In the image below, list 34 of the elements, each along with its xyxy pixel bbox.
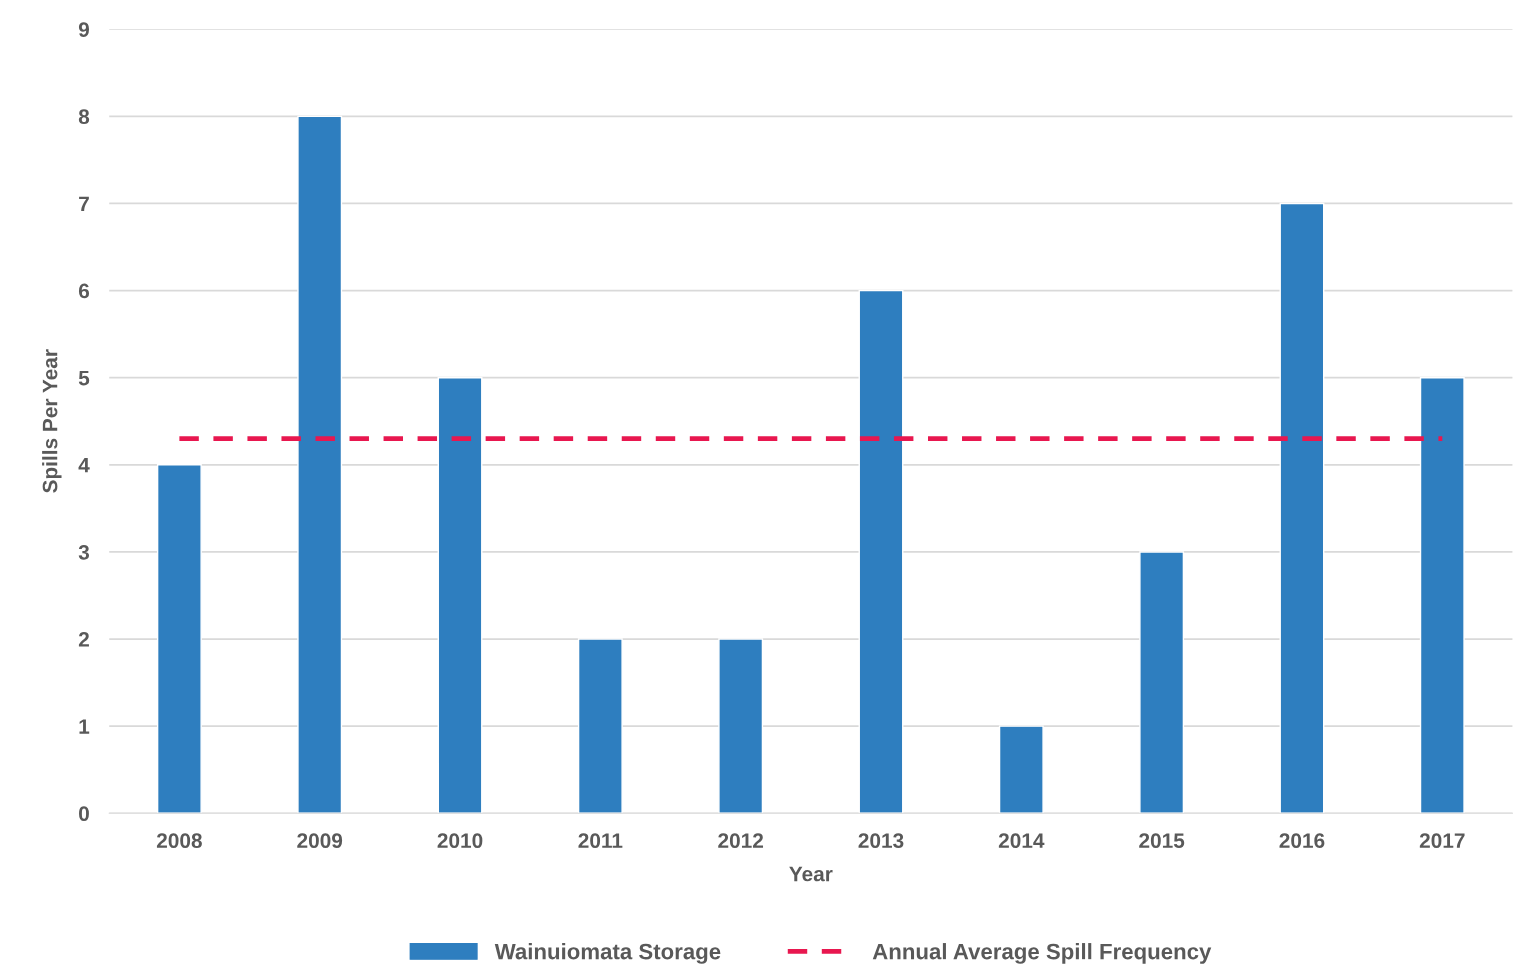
bar bbox=[858, 289, 904, 814]
bar bbox=[1139, 551, 1185, 814]
x-axis-title: Year bbox=[789, 866, 833, 882]
x-tick-label: 2012 bbox=[718, 833, 764, 849]
x-tick-label: 2013 bbox=[858, 833, 904, 849]
bar bbox=[156, 464, 202, 814]
y-tick-label: 2 bbox=[78, 632, 89, 647]
x-tick-label: 2011 bbox=[578, 833, 623, 849]
y-tick-label: 3 bbox=[78, 544, 90, 560]
bar bbox=[297, 115, 343, 814]
y-axis-title: Spills Per Year bbox=[42, 349, 62, 493]
y-tick-label: 4 bbox=[78, 458, 90, 473]
bar bbox=[577, 638, 623, 814]
legend-label: Wainuiomata Storage bbox=[494, 943, 721, 964]
y-tick-label: 7 bbox=[79, 196, 89, 212]
bar bbox=[1279, 202, 1325, 814]
y-tick-label: 0 bbox=[79, 806, 89, 822]
y-tick-label: 5 bbox=[78, 370, 90, 386]
y-tick-label: 8 bbox=[78, 109, 90, 125]
x-tick-label: 2014 bbox=[998, 833, 1045, 849]
x-tick-label: 2008 bbox=[156, 833, 202, 849]
x-tick-label: 2017 bbox=[1419, 833, 1465, 849]
bar bbox=[437, 377, 483, 814]
bar bbox=[998, 725, 1044, 814]
x-tick-label: 2015 bbox=[1139, 833, 1185, 849]
y-tick-label: 1 bbox=[79, 719, 90, 734]
bar bbox=[718, 638, 764, 814]
x-tick-label: 2009 bbox=[297, 833, 343, 849]
x-tick-label: 2016 bbox=[1279, 833, 1325, 849]
y-tick-label: 9 bbox=[78, 22, 90, 37]
bar bbox=[1419, 377, 1465, 814]
y-tick-label: 6 bbox=[78, 283, 90, 299]
x-tick-label: 2010 bbox=[437, 833, 483, 849]
legend-label: Annual Average Spill Frequency bbox=[872, 943, 1212, 964]
